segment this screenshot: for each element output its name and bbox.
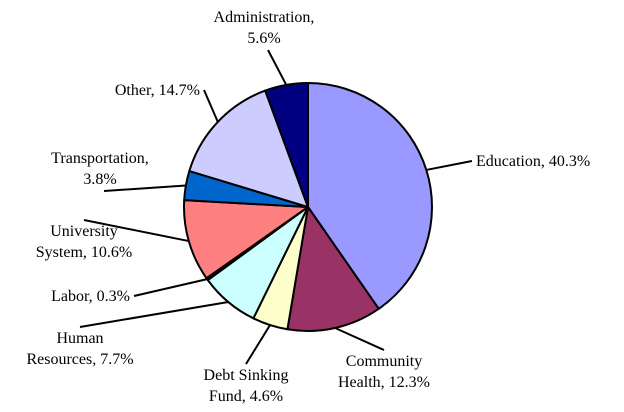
slice-label-line: 3.8%	[83, 171, 116, 188]
slice-label-line: Transportation,	[51, 150, 149, 167]
slice-label-line: Fund, 4.6%	[209, 388, 283, 405]
pie-slice	[183, 199, 309, 280]
leader-lines	[79, 49, 473, 365]
slice-label: Other, 14.7%	[115, 82, 200, 99]
slice-label-line: Health, 12.3%	[338, 374, 430, 391]
slice-label-line: System, 10.6%	[36, 244, 132, 261]
leader-line	[133, 278, 208, 297]
pie-slices	[183, 82, 433, 332]
leader-line	[83, 219, 189, 243]
pie-slice	[286, 206, 380, 332]
pie-slice	[188, 89, 309, 208]
slice-label-line: Community	[346, 353, 422, 370]
slice-label-line: Education, 40.3%	[476, 153, 590, 170]
slice-label: Debt Sinking Fund, 4.6%	[204, 367, 289, 405]
slice-label-line: Other, 14.7%	[115, 82, 200, 99]
slice-label-line: Debt Sinking	[204, 367, 289, 384]
slice-label: Education, 40.3%	[476, 153, 590, 170]
slice-label-line: Administration,	[214, 9, 315, 26]
slice-label-line: Labor, 0.3%	[51, 288, 130, 305]
slice-label: University System, 10.6%	[36, 223, 132, 261]
slice-labels: Education, 40.3% Community Health, 12.3% De…	[26, 9, 590, 405]
leader-line	[203, 89, 219, 123]
slice-label: Human Resources, 7.7%	[26, 330, 133, 368]
leader-line	[245, 324, 271, 365]
slice-label-line: 5.6%	[247, 30, 280, 47]
leader-line	[426, 160, 473, 171]
leader-line	[334, 327, 385, 351]
slice-label: Community Health, 12.3%	[338, 353, 430, 391]
leader-line	[103, 184, 186, 192]
slice-label: Transportation, 3.8%	[51, 150, 149, 188]
pie-slice	[307, 82, 433, 310]
slice-label-line: University	[50, 223, 118, 240]
pie-slice	[264, 82, 309, 208]
slice-label: Labor, 0.3%	[51, 288, 130, 305]
slice-label: Administration, 5.6%	[214, 9, 315, 47]
leader-line	[79, 301, 229, 328]
leader-line	[267, 49, 288, 86]
slice-label-line: Human	[56, 330, 103, 347]
slice-label-line: Resources, 7.7%	[26, 351, 133, 368]
